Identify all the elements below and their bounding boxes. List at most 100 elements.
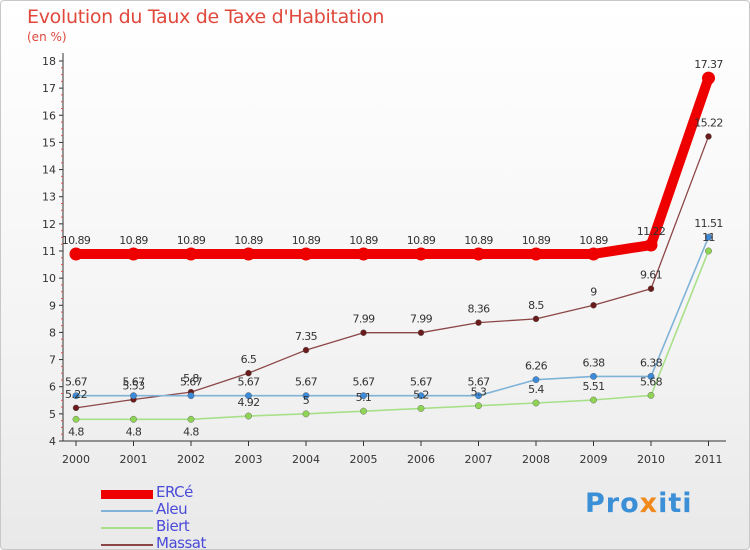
y-tick-label: 11 — [42, 245, 56, 258]
data-label: 5.67 — [65, 376, 88, 389]
data-label: 15.22 — [694, 116, 723, 129]
data-label: 10.89 — [407, 234, 436, 247]
data-label: 5.51 — [582, 380, 604, 393]
data-point — [590, 302, 597, 309]
data-point — [242, 247, 255, 261]
data-point — [187, 392, 195, 400]
series-line-1 — [75, 236, 710, 397]
y-tick-label: 9 — [49, 299, 56, 312]
logo-text-end: iti — [658, 488, 693, 519]
y-tick-label: 13 — [42, 191, 56, 204]
data-point — [532, 399, 540, 407]
unit-label: (en %) — [27, 30, 67, 44]
series-line-0 — [71, 73, 714, 259]
data-label: 10.89 — [119, 234, 148, 247]
y-tick-label: 4 — [49, 435, 56, 448]
x-tick-label: 2005 — [350, 453, 378, 466]
data-point — [245, 392, 252, 400]
data-label: 5.67 — [410, 376, 433, 389]
data-point — [705, 133, 712, 140]
data-label: 4.92 — [237, 396, 259, 409]
data-label: 7.35 — [295, 330, 318, 343]
y-tick-label: 5 — [49, 408, 56, 421]
data-point — [475, 402, 482, 410]
data-label: 10.89 — [292, 234, 321, 247]
series-line-3 — [75, 135, 710, 409]
y-tick-label: 7 — [49, 354, 56, 367]
legend-swatch — [101, 489, 153, 499]
data-point — [417, 392, 425, 400]
x-tick-label: 2007 — [465, 453, 493, 466]
data-label: 11 — [702, 231, 715, 244]
data-point — [184, 247, 198, 261]
logo-text-start: Pro — [585, 488, 640, 519]
data-point — [590, 396, 597, 404]
data-point — [245, 369, 252, 377]
x-tick-label: 2009 — [580, 453, 608, 466]
data-point — [357, 247, 370, 261]
data-point — [130, 392, 137, 400]
data-label: 5 — [303, 394, 310, 407]
y-tick-label: 16 — [42, 109, 56, 122]
legend-swatch — [101, 544, 153, 546]
data-point — [245, 412, 252, 420]
data-label: 6.5 — [241, 353, 257, 366]
data-label: 5.2 — [413, 388, 429, 401]
x-tick-label: 2010 — [637, 453, 665, 466]
data-point — [299, 247, 313, 261]
data-point — [302, 410, 310, 418]
data-point — [472, 247, 485, 261]
data-point — [360, 407, 367, 415]
data-point — [587, 247, 600, 261]
data-point — [72, 415, 80, 423]
data-point — [360, 329, 367, 336]
data-label: 5.1 — [356, 391, 372, 404]
series-line-2 — [75, 250, 710, 421]
x-tick-label: 2011 — [695, 453, 723, 466]
data-label: 6.38 — [582, 356, 605, 369]
data-label: 10.89 — [62, 234, 91, 247]
x-tick-label: 2000 — [62, 453, 90, 466]
data-point — [529, 247, 543, 261]
data-point — [705, 247, 712, 255]
y-tick-label: 15 — [42, 136, 56, 149]
y-tick-label: 6 — [49, 381, 56, 394]
data-label: 7.99 — [410, 313, 433, 326]
data-point — [360, 392, 367, 400]
y-tick-label: 14 — [42, 164, 56, 177]
data-label: 5.67 — [122, 376, 145, 389]
data-label: 4.8 — [183, 425, 199, 438]
y-tick-label: 17 — [42, 82, 56, 95]
x-tick-label: 2006 — [407, 453, 435, 466]
data-label: 6.38 — [640, 356, 663, 369]
data-point — [302, 346, 310, 354]
x-tick-label: 2008 — [522, 453, 550, 466]
data-point — [127, 247, 140, 261]
data-point — [72, 392, 80, 400]
data-label: 4.8 — [68, 425, 84, 438]
legend-swatch — [101, 510, 153, 512]
data-point — [702, 71, 715, 85]
data-point — [417, 329, 425, 336]
x-tick-label: 2002 — [177, 453, 205, 466]
data-label: 7.99 — [352, 313, 375, 326]
data-point — [187, 415, 195, 423]
data-point — [532, 315, 540, 323]
data-label: 10.89 — [522, 234, 551, 247]
data-label: 10.89 — [579, 234, 608, 247]
x-tick-label: 2003 — [235, 453, 263, 466]
data-label: 17.37 — [694, 58, 723, 71]
data-point — [532, 376, 540, 384]
data-point — [647, 372, 655, 380]
data-label: 5.53 — [122, 379, 145, 392]
data-point — [72, 404, 80, 412]
data-label: 5.22 — [65, 388, 87, 401]
data-label: 9 — [590, 285, 597, 298]
data-point — [644, 238, 658, 252]
logo-text-x: x — [639, 488, 659, 519]
y-tick-label: 18 — [42, 55, 56, 68]
data-label: 6.26 — [525, 360, 548, 373]
legend-label: Biert — [156, 517, 190, 535]
